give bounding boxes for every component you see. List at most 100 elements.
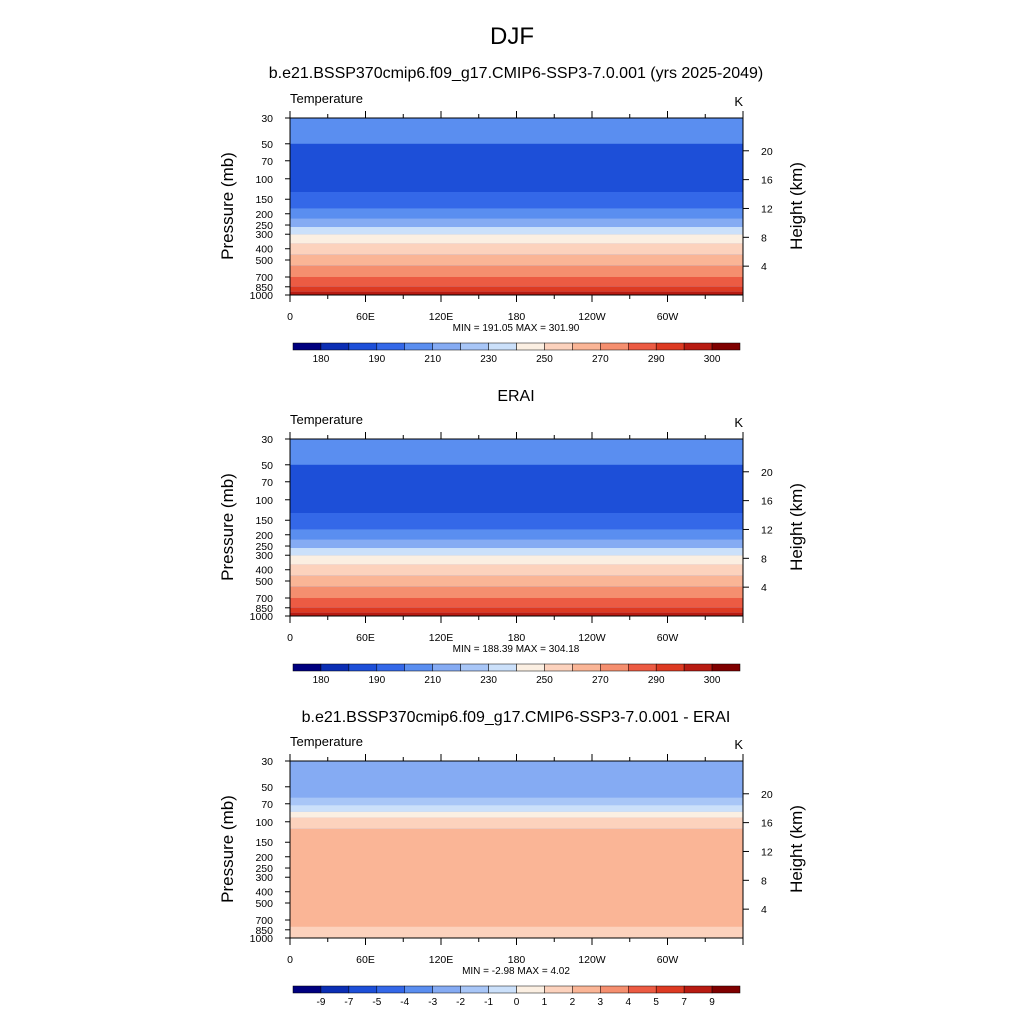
colorbar-label: 4 [625, 997, 631, 1008]
lon-tick-label: 60W [657, 632, 679, 644]
contour-band [290, 218, 743, 228]
colorbar-swatch [628, 663, 657, 672]
panel-1-ylabel-right: Height (km) [787, 162, 806, 250]
contour-band [290, 143, 743, 193]
pressure-tick-label: 1000 [250, 933, 274, 945]
panel-1-variable: Temperature [290, 91, 363, 106]
panel-3-title: b.e21.BSSP370cmip6.f09_g17.CMIP6-SSP3-7.… [302, 709, 731, 726]
colorbar-label: -2 [456, 997, 465, 1008]
pressure-tick-label: 300 [255, 229, 273, 241]
height-tick-label: 8 [761, 232, 767, 244]
panel-2-plot: 3050701001502002503004005007008501000481… [250, 432, 773, 644]
pressure-tick-label: 850 [255, 925, 273, 937]
colorbar-label: 300 [704, 354, 721, 365]
colorbar-label: 190 [368, 675, 385, 686]
panel-3-units: K [734, 737, 743, 752]
lon-tick-label: 120W [578, 632, 606, 644]
contour-band [290, 276, 743, 287]
contour-band [290, 828, 743, 938]
colorbar-swatch [488, 342, 517, 351]
contour-band [290, 597, 743, 608]
colorbar-label: 3 [598, 997, 604, 1008]
colorbar-swatch [376, 342, 405, 351]
colorbar-swatch [516, 342, 545, 351]
panel-2-units: K [734, 415, 743, 430]
contour-band [290, 539, 743, 549]
height-tick-label: 4 [761, 261, 767, 273]
height-tick-label: 12 [761, 524, 773, 536]
colorbar-swatch [711, 985, 741, 994]
contour-band [290, 586, 743, 598]
colorbar-label: 250 [536, 354, 553, 365]
contour-band [290, 926, 743, 938]
colorbar-swatch [655, 985, 685, 994]
height-tick-label: 12 [761, 846, 773, 858]
colorbar-swatch [516, 663, 545, 672]
pressure-tick-label: 50 [261, 139, 273, 151]
height-tick-label: 4 [761, 904, 767, 916]
colorbar-label: 0 [514, 997, 520, 1008]
pressure-tick-label: 200 [255, 530, 273, 542]
colorbar-label: 5 [653, 997, 659, 1008]
contour-band [290, 575, 743, 587]
panel-2: ERAI Temperature K 305070100150200250300… [218, 388, 806, 686]
panel-1-units: K [734, 94, 743, 109]
panel-3-stats: MIN = -2.98 MAX = 4.02 [462, 966, 570, 977]
pressure-tick-label: 700 [255, 593, 273, 605]
contour-band [290, 817, 743, 829]
colorbar-label: 180 [313, 675, 330, 686]
lon-tick-label: 60W [657, 954, 679, 966]
colorbar-label: 2 [570, 997, 576, 1008]
colorbar-label: 190 [368, 354, 385, 365]
pressure-tick-label: 1000 [250, 611, 274, 623]
panel-1: b.e21.BSSP370cmip6.f09_g17.CMIP6-SSP3-7.… [218, 65, 806, 365]
colorbar-label: 270 [592, 354, 609, 365]
colorbar-label: -3 [428, 997, 437, 1008]
contour-band [290, 761, 743, 798]
lon-tick-label: 0 [287, 311, 293, 323]
colorbar-swatch [348, 985, 378, 994]
panel-2-ylabel-right: Height (km) [787, 483, 806, 571]
colorbar-swatch [348, 342, 378, 351]
pressure-tick-label: 100 [255, 174, 273, 186]
pressure-tick-label: 850 [255, 282, 273, 294]
colorbar-label: 290 [648, 675, 665, 686]
contour-band [290, 286, 743, 292]
colorbar-label: 300 [704, 675, 721, 686]
colorbar-swatch [292, 985, 322, 994]
pressure-tick-label: 70 [261, 477, 273, 489]
panel-2-stats: MIN = 188.39 MAX = 304.18 [453, 644, 580, 655]
panel-3-ylabel-right: Height (km) [787, 805, 806, 893]
colorbar-swatch [572, 985, 601, 994]
colorbar-swatch [572, 663, 601, 672]
lon-tick-label: 0 [287, 954, 293, 966]
colorbar-label: 210 [424, 675, 441, 686]
colorbar-swatch [655, 663, 685, 672]
colorbar-label: 290 [648, 354, 665, 365]
pressure-tick-label: 30 [261, 756, 273, 768]
height-tick-label: 4 [761, 582, 767, 594]
colorbar-swatch [348, 663, 378, 672]
colorbar-swatch [460, 985, 489, 994]
contour-band [290, 208, 743, 219]
colorbar-label: 9 [709, 997, 715, 1008]
contour-band [290, 564, 743, 576]
height-tick-label: 8 [761, 553, 767, 565]
contour-band [290, 811, 743, 818]
panel-1-stats: MIN = 191.05 MAX = 301.90 [453, 323, 580, 334]
colorbar-label: 180 [313, 354, 330, 365]
contour-band [290, 291, 743, 295]
colorbar-label: -5 [372, 997, 381, 1008]
colorbar-swatch [432, 342, 461, 351]
panel-2-colorbar: 180 190 210 230 250 270 290 300 [292, 663, 741, 686]
pressure-tick-label: 70 [261, 156, 273, 168]
pressure-tick-label: 400 [255, 244, 273, 256]
panel-1-colorbar: 180 190 210 230 250 270 290 300 [292, 342, 741, 365]
lon-tick-label: 120W [578, 311, 606, 323]
height-tick-label: 16 [761, 175, 773, 187]
lon-tick-label: 180 [508, 311, 526, 323]
contour-band [290, 607, 743, 613]
pressure-tick-label: 200 [255, 852, 273, 864]
colorbar-swatch [432, 663, 461, 672]
lon-tick-label: 120E [429, 311, 454, 323]
